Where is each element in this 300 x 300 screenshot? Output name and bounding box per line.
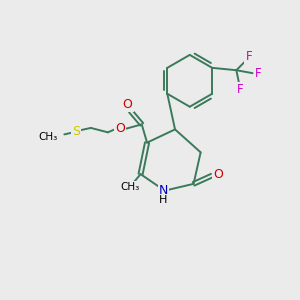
Text: F: F — [237, 83, 243, 96]
Text: H: H — [159, 195, 167, 205]
Text: O: O — [123, 98, 133, 111]
Text: F: F — [254, 67, 261, 80]
Text: O: O — [115, 122, 125, 135]
Text: S: S — [72, 125, 80, 138]
Text: F: F — [245, 50, 252, 64]
Text: CH₃: CH₃ — [38, 132, 58, 142]
Text: CH₃: CH₃ — [121, 182, 140, 191]
Text: N: N — [159, 184, 168, 197]
Text: O: O — [213, 168, 223, 181]
